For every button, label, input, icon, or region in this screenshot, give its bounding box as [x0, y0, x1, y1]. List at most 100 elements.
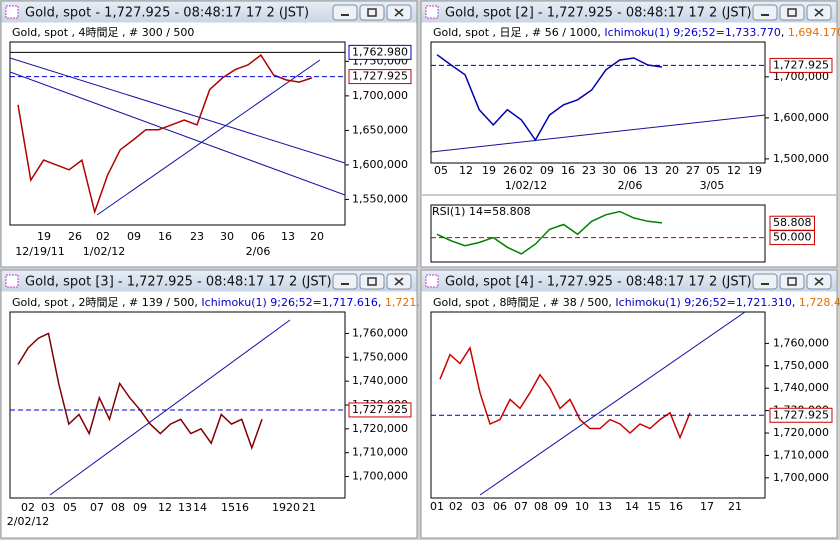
x-tick-label: 06	[251, 230, 265, 243]
chart-header: Gold, spot , 8時間足 , # 38 / 500, Ichimoku…	[433, 296, 840, 309]
x-tick-label: 05	[63, 501, 77, 514]
restore-button[interactable]	[779, 273, 805, 290]
x-tick-label: 09	[554, 500, 568, 513]
x-tick-label: 02	[449, 500, 463, 513]
price-label: 58.808	[773, 216, 812, 229]
chart-header: Gold, spot , 日足 , # 56 / 1000, Ichimoku(…	[433, 26, 840, 39]
trend-line	[10, 57, 345, 164]
minimize-button[interactable]	[752, 4, 778, 21]
x-tick-label: 05	[434, 164, 448, 177]
header-part: ,	[378, 296, 385, 309]
x-tick-label: 15	[221, 501, 235, 514]
y-tick-label: 1,500,000	[773, 152, 829, 165]
restore-button[interactable]	[779, 4, 805, 21]
x-tick-label: 16	[235, 501, 249, 514]
button-glyph	[787, 8, 797, 17]
x-tick-label: 20	[665, 164, 679, 177]
price-line	[439, 345, 691, 440]
x-tick-label: 03	[41, 501, 55, 514]
plot-area	[9, 311, 346, 499]
window-title: Gold, spot [2] - 1,727.925 - 08:48:17 17…	[445, 6, 752, 21]
y-tick-label: 1,700,000	[352, 470, 408, 483]
price-label: 1,762.980	[352, 45, 408, 58]
y-tick-label: 1,550,000	[352, 192, 408, 205]
trend-line	[96, 59, 321, 216]
x-tick-label: 02	[519, 164, 533, 177]
x-tick-label: 08	[111, 501, 125, 514]
x-tick-label: 01	[430, 500, 444, 513]
y-tick-label: 1,760,000	[352, 326, 408, 339]
header-part: Ichimoku(1) 9;26;52=1,721.310	[615, 296, 791, 309]
button-glyph	[367, 8, 377, 17]
x-tick-label: 21	[302, 501, 316, 514]
y-tick-label: 1,650,000	[352, 123, 408, 136]
x-tick-label: 23	[582, 164, 596, 177]
x-tick-label: 07	[514, 500, 528, 513]
window-icon	[5, 5, 19, 19]
x-tick-label: 19	[37, 230, 51, 243]
x-tick-label: 09	[540, 164, 554, 177]
x-tick-label: 02	[21, 501, 35, 514]
window-title: Gold, spot [4] - 1,727.925 - 08:48:17 17…	[445, 275, 752, 290]
rsi-title: RSI(1) 14=58.808	[432, 205, 531, 218]
trend-line	[10, 71, 345, 196]
price-label: 1,727.925	[352, 403, 408, 416]
x-tick-label: 30	[602, 164, 616, 177]
title-bar	[421, 1, 837, 23]
chart-header: Gold, spot , 4時間足 , # 300 / 500	[12, 26, 194, 39]
x-tick-label: 10	[575, 500, 589, 513]
price-label-box	[348, 69, 412, 85]
x-tick-label: 12	[727, 164, 741, 177]
y-tick-label: 1,740,000	[352, 374, 408, 387]
y-tick-label: 1,700,000	[773, 471, 829, 484]
x-tick-label: 14	[625, 500, 639, 513]
x-tick-label: 26	[68, 230, 82, 243]
restore-button[interactable]	[359, 4, 385, 21]
x-tick-label: 21	[728, 500, 742, 513]
x-tick-label: 13	[178, 501, 192, 514]
minimize-button[interactable]	[332, 4, 358, 21]
price-label: 1,727.925	[352, 70, 408, 83]
x-tick-label: 09	[127, 230, 141, 243]
price-line	[436, 210, 663, 255]
button-glyph	[367, 277, 377, 286]
x-tick-label: 20	[286, 501, 300, 514]
x-tick-label: 23	[190, 230, 204, 243]
plot-content	[439, 312, 746, 496]
x-tick-label-2: 1/02/12	[83, 245, 125, 258]
x-tick-label-2: 12/19/11	[15, 245, 64, 258]
x-tick-label: 30	[220, 230, 234, 243]
x-tick-label: 14	[193, 501, 207, 514]
y-tick-label: 1,710,000	[352, 446, 408, 459]
trend-line	[479, 312, 746, 496]
y-tick-label: 1,720,000	[773, 426, 829, 439]
header-part: ,	[781, 26, 788, 39]
x-tick-label: 07	[90, 501, 104, 514]
trend-line	[49, 319, 291, 496]
button-glyph	[394, 277, 404, 286]
x-tick-label: 16	[669, 500, 683, 513]
y-tick-label: 1,750,000	[773, 359, 829, 372]
x-tick-label: 17	[700, 500, 714, 513]
plot-content	[10, 54, 345, 216]
price-label-box	[769, 57, 833, 73]
y-tick-label: 1,750,000	[352, 350, 408, 363]
title-bar	[1, 270, 417, 292]
minimize-button[interactable]	[752, 273, 778, 290]
x-tick-label-2: 2/06	[618, 179, 643, 192]
x-tick-label: 09	[133, 501, 147, 514]
x-tick-label-2: 2/06	[246, 245, 271, 258]
y-tick-label: 1,760,000	[773, 336, 829, 349]
chart-window: Gold, spot [3] - 1,727.925 - 08:48:17 17…	[0, 269, 487, 539]
x-tick-label: 06	[623, 164, 637, 177]
y-tick-label: 1,720,000	[352, 422, 408, 435]
restore-button[interactable]	[359, 273, 385, 290]
header-part: 1,728.495	[799, 296, 840, 309]
plot-area	[430, 311, 766, 499]
y-tick-label: 1,700,000	[773, 70, 829, 83]
title-bar	[421, 270, 837, 292]
button-glyph	[814, 277, 824, 286]
minimize-button[interactable]	[332, 273, 358, 290]
x-tick-label-2: 3/05	[700, 179, 725, 192]
x-tick-label: 02	[96, 230, 110, 243]
